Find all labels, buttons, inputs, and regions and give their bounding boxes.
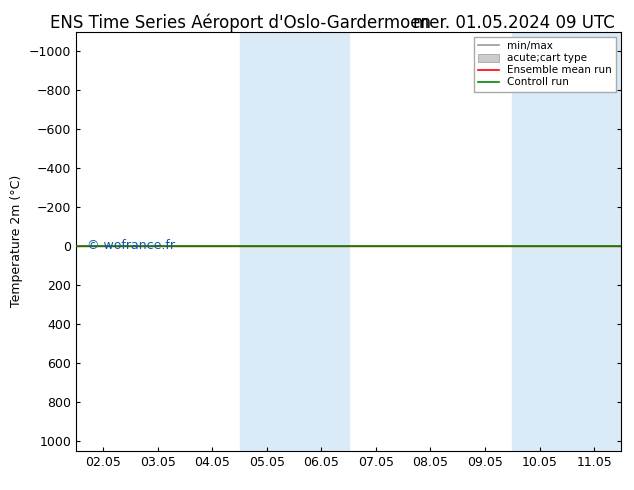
Bar (240, 32, 349, 451)
Text: mer. 01.05.2024 09 UTC: mer. 01.05.2024 09 UTC (413, 14, 615, 32)
Text: © wofrance.fr: © wofrance.fr (87, 239, 175, 252)
Y-axis label: Temperature 2m (°C): Temperature 2m (°C) (10, 175, 23, 307)
Bar (512, 32, 621, 451)
Text: ENS Time Series Aéroport d'Oslo-Gardermoen: ENS Time Series Aéroport d'Oslo-Gardermo… (51, 14, 431, 32)
Legend: min/max, acute;cart type, Ensemble mean run, Controll run: min/max, acute;cart type, Ensemble mean … (474, 37, 616, 92)
